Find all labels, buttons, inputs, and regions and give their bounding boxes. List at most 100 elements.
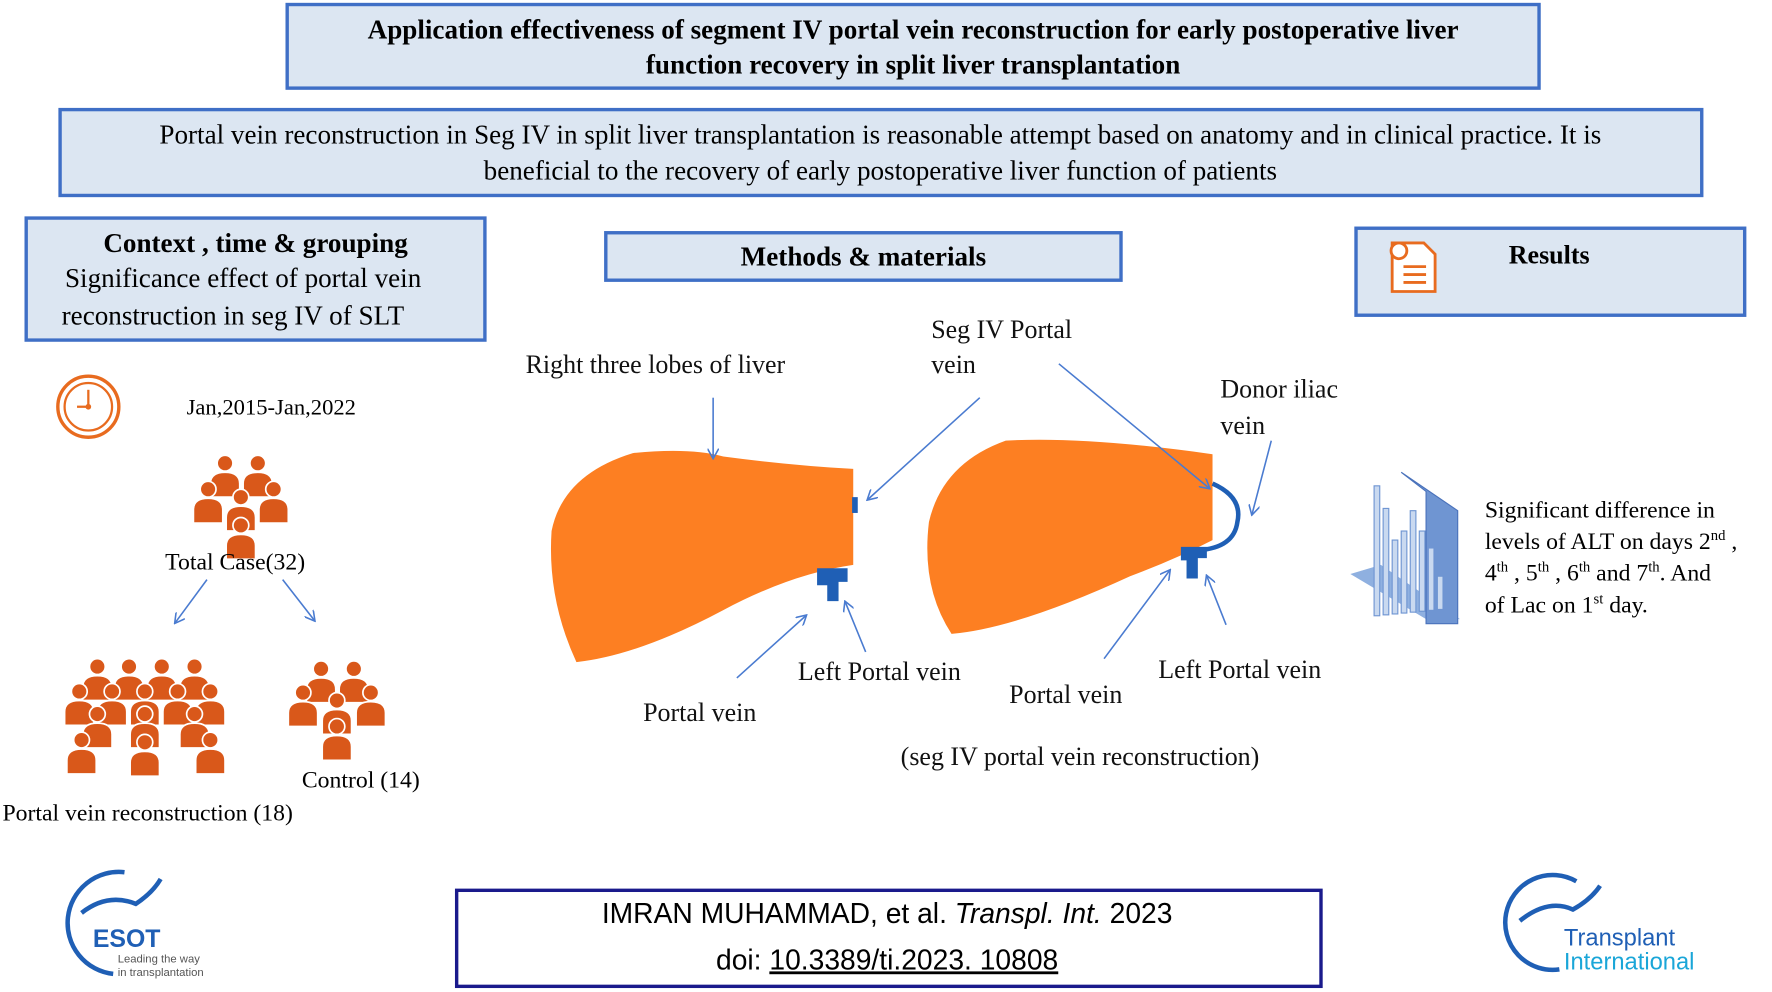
person-body (209, 471, 241, 498)
person-head (136, 682, 154, 701)
total-case-label: Total Case(32) (165, 549, 305, 575)
person-head (216, 454, 234, 472)
summary-line-2: beneficial to the recovery of early post… (484, 156, 1277, 186)
study-period: Jan,2015-Jan,2022 (187, 395, 356, 420)
person-head (232, 516, 250, 535)
person-head (294, 683, 312, 702)
person-head (72, 731, 91, 749)
results-line-1: Significant difference in (1485, 497, 1715, 523)
arrow-portal-vein-2 (1103, 571, 1170, 660)
pvr-label: Portal vein reconstruction (18) (2, 800, 292, 826)
person-head (249, 454, 267, 472)
label-right-lobes: Right three lobes of liver (526, 350, 786, 379)
person-head (136, 733, 154, 752)
arrow-left-portal-2 (1207, 576, 1227, 626)
label-left-portal-1: Left Portal vein (798, 657, 961, 686)
person-body (355, 700, 387, 728)
bar-chart-icon (1350, 471, 1460, 625)
bar-icon-mark (1382, 507, 1390, 616)
arrow-to-pvr (175, 579, 208, 623)
esot-logo: ESOT Leading the way in transplantation (65, 869, 204, 979)
person-head (120, 657, 138, 676)
bar-icon-mark (1391, 539, 1399, 615)
summary-line-1: Portal vein reconstruction in Seg IV in … (159, 119, 1601, 149)
label-left-portal-2: Left Portal vein (1158, 655, 1321, 684)
donor-iliac-vein-shape (1197, 481, 1241, 553)
person-head (153, 657, 171, 676)
ti-logo-text-2: International (1564, 949, 1695, 975)
doi-line: doi: 10.3389/ti.2023. 10808 (716, 943, 1058, 975)
person-head (88, 657, 107, 676)
person-head (103, 682, 121, 701)
context-heading: Context , time & grouping (103, 228, 408, 258)
doi-link[interactable]: 10.3389/ti.2023. 10808 (769, 943, 1058, 975)
person-body (194, 748, 226, 775)
arrow-donor-iliac (1252, 440, 1273, 514)
arrow-left-portal-1 (845, 602, 867, 653)
results-line-2: levels of ALT on days 2nd , (1485, 528, 1738, 555)
person-body (129, 750, 161, 778)
context-box: Context , time & grouping Significance e… (24, 216, 487, 342)
person-body (66, 748, 98, 775)
methods-caption: (seg IV portal vein reconstruction) (901, 742, 1260, 771)
methods-heading: Methods & materials (741, 242, 986, 272)
person-body (258, 497, 290, 524)
results-heading: Results (1509, 240, 1590, 269)
esot-tagline-2: in transplantation (118, 967, 204, 979)
label-seg4-a: Seg IV Portal (931, 315, 1072, 344)
esot-tagline-1: Leading the way (118, 954, 201, 966)
person-head (88, 705, 107, 723)
person-body (287, 700, 319, 728)
person-body (321, 734, 353, 762)
person-body (192, 497, 224, 524)
arrow-portal-vein-1 (736, 616, 806, 679)
people-total-icon (192, 454, 290, 561)
ti-logo-text-1: Transplant (1564, 926, 1676, 952)
label-donor-b: vein (1220, 411, 1265, 440)
person-head (136, 705, 154, 723)
results-line-3: 4th , 5th , 6th and 7th. And (1485, 560, 1711, 587)
citation-line: IMRAN MUHAMMAD, et al. Transpl. Int. 202… (602, 897, 1173, 929)
transplant-international-logo: Transplant International (1503, 872, 1695, 975)
person-head (185, 705, 204, 723)
person-head (232, 488, 250, 506)
person-head (168, 682, 187, 701)
context-line-1: Significance effect of portal vein (65, 263, 422, 293)
person-head (312, 660, 330, 678)
summary-box: Portal vein reconstruction in Seg IV in … (58, 107, 1704, 198)
title-line-1: Application effectiveness of segment IV … (368, 14, 1459, 44)
person-head (345, 660, 363, 678)
results-line-4: of Lac on 1st day. (1485, 591, 1648, 618)
control-label: Control (14) (302, 767, 420, 793)
document-search-icon (1389, 241, 1437, 293)
label-seg4-b: vein (931, 350, 976, 379)
person-body (225, 533, 257, 561)
liver-right (927, 439, 1241, 634)
person-head (328, 691, 346, 710)
person-head (328, 717, 346, 736)
label-donor-a: Donor iliac (1220, 375, 1338, 404)
person-head (199, 480, 217, 498)
bar-icon-mark (1418, 530, 1426, 612)
person-head (362, 683, 380, 702)
portal-vein-shape-2 (1180, 546, 1207, 579)
results-text: Significant difference in levels of ALT … (1485, 497, 1738, 618)
person-head (70, 682, 89, 701)
label-portal-vein-2: Portal vein (1009, 680, 1122, 709)
arrow-seg4-left (868, 397, 981, 500)
context-line-2: reconstruction in seg IV of SLT (62, 300, 405, 330)
liver-left (550, 450, 858, 663)
label-portal-vein-1: Portal vein (643, 698, 756, 727)
clock-icon (56, 374, 121, 439)
person-head (185, 657, 204, 676)
person-body (305, 677, 337, 704)
results-box: Results (1354, 226, 1747, 317)
bar-icon-mark (1400, 530, 1408, 614)
arrow-seg4-right (1058, 363, 1209, 488)
portal-vein-shape (817, 568, 848, 602)
person-head (264, 480, 283, 498)
esot-logo-text: ESOT (93, 926, 161, 953)
bar-icon-mark (1409, 510, 1417, 613)
seg4-stub (852, 497, 858, 513)
